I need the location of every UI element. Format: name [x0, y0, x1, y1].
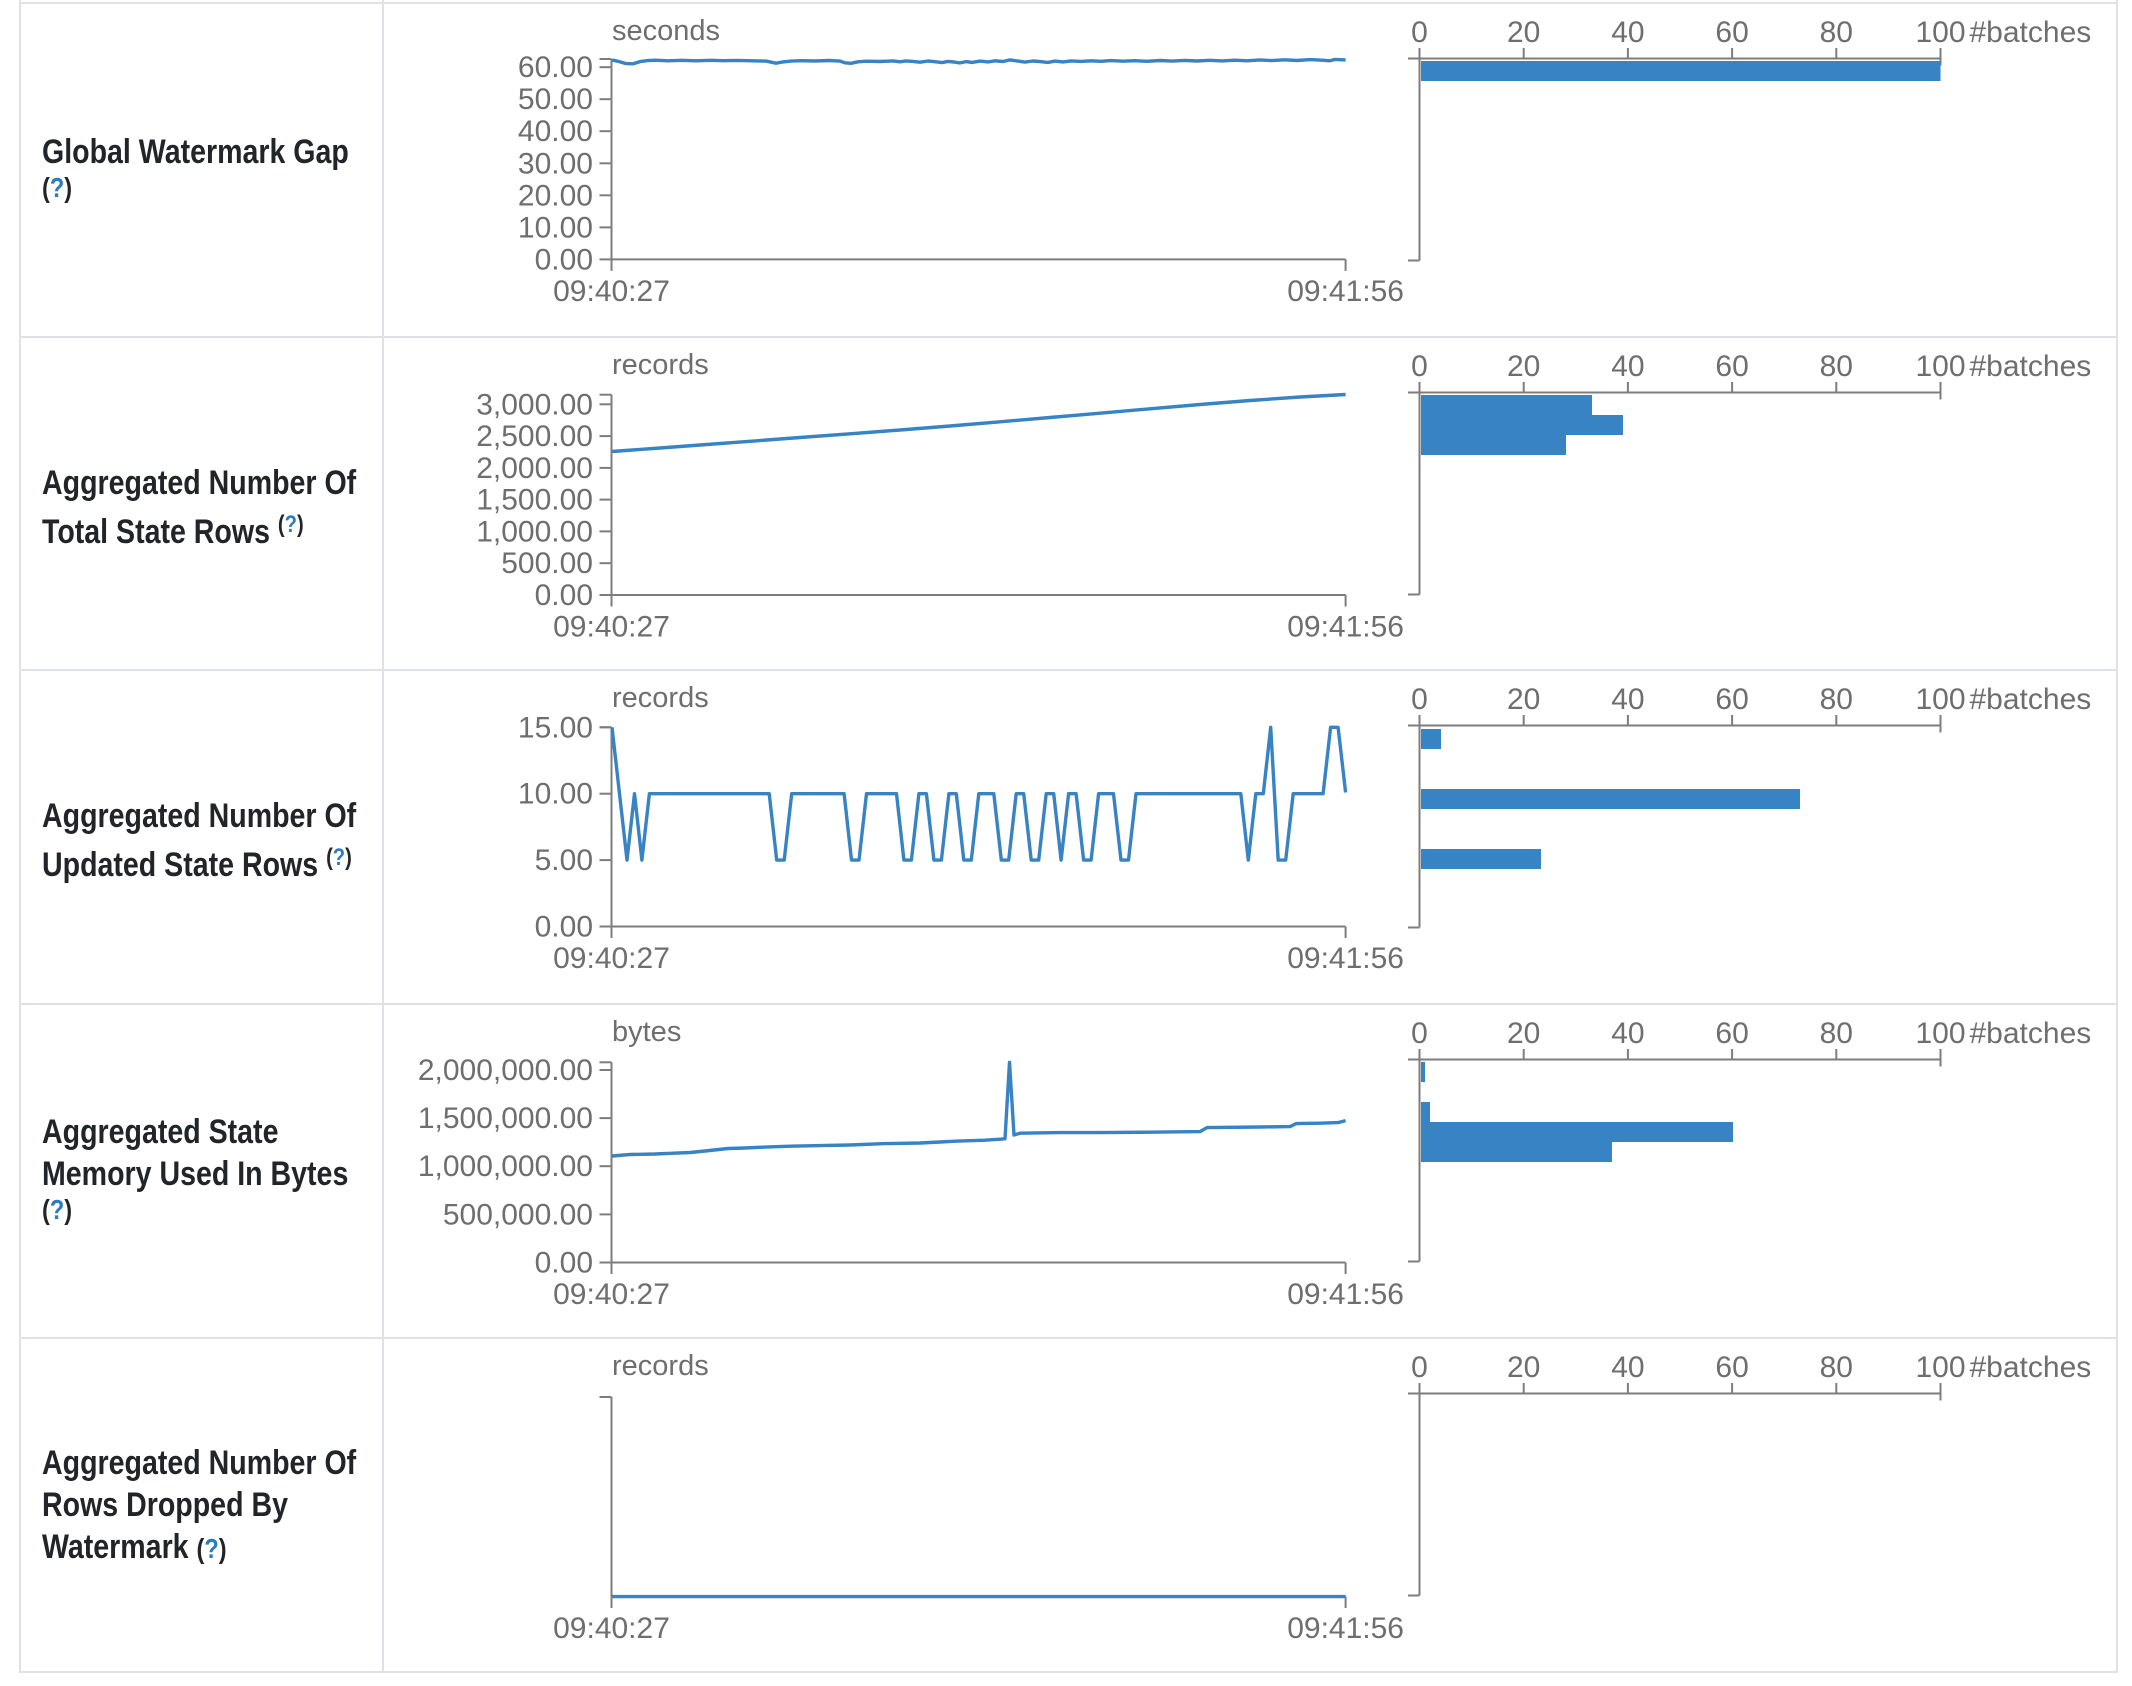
svg-text:40: 40	[1611, 16, 1644, 49]
svg-text:500.00: 500.00	[501, 547, 593, 580]
svg-text:20: 20	[1507, 1017, 1540, 1050]
svg-text:09:41:56: 09:41:56	[1287, 942, 1404, 975]
svg-text:80: 80	[1820, 683, 1853, 716]
svg-text:#batches: #batches	[1970, 683, 2092, 716]
svg-text:60: 60	[1715, 1351, 1748, 1384]
svg-text:#batches: #batches	[1970, 16, 2092, 49]
svg-text:#batches: #batches	[1970, 1017, 2092, 1050]
svg-text:40: 40	[1611, 1017, 1644, 1050]
svg-text:1,000.00: 1,000.00	[476, 515, 593, 548]
svg-text:100: 100	[1915, 1017, 1965, 1050]
svg-text:60: 60	[1715, 16, 1748, 49]
svg-text:0: 0	[1411, 16, 1428, 49]
svg-text:09:41:56: 09:41:56	[1287, 275, 1404, 308]
svg-text:80: 80	[1820, 350, 1853, 383]
svg-text:30.00: 30.00	[518, 147, 593, 180]
svg-text:40: 40	[1611, 1351, 1644, 1384]
svg-text:09:40:27: 09:40:27	[553, 942, 670, 975]
svg-text:60: 60	[1715, 683, 1748, 716]
svg-text:80: 80	[1820, 1351, 1853, 1384]
svg-text:records: records	[612, 349, 709, 381]
svg-text:20: 20	[1507, 683, 1540, 716]
svg-text:100: 100	[1915, 683, 1965, 716]
svg-text:10.00: 10.00	[518, 778, 593, 811]
svg-text:1,500.00: 1,500.00	[476, 484, 593, 517]
svg-text:20: 20	[1507, 16, 1540, 49]
svg-text:1,500,000.00: 1,500,000.00	[418, 1102, 593, 1135]
svg-text:5.00: 5.00	[535, 844, 593, 877]
svg-text:100: 100	[1915, 350, 1965, 383]
svg-text:60: 60	[1715, 350, 1748, 383]
svg-text:60: 60	[1715, 1017, 1748, 1050]
svg-text:09:41:56: 09:41:56	[1287, 1612, 1404, 1645]
svg-text:80: 80	[1820, 1017, 1853, 1050]
svg-text:0: 0	[1411, 1351, 1428, 1384]
svg-text:0: 0	[1411, 350, 1428, 383]
svg-text:09:40:27: 09:40:27	[553, 1278, 670, 1311]
svg-text:10.00: 10.00	[518, 211, 593, 244]
svg-text:bytes: bytes	[612, 1016, 681, 1048]
svg-text:20: 20	[1507, 350, 1540, 383]
svg-text:09:41:56: 09:41:56	[1287, 1278, 1404, 1311]
svg-text:2,000,000.00: 2,000,000.00	[418, 1054, 593, 1087]
svg-text:#batches: #batches	[1970, 1351, 2092, 1384]
svg-text:2,500.00: 2,500.00	[476, 420, 593, 453]
svg-text:20.00: 20.00	[518, 179, 593, 212]
svg-text:09:41:56: 09:41:56	[1287, 611, 1404, 644]
svg-text:500,000.00: 500,000.00	[443, 1198, 593, 1231]
svg-text:15.00: 15.00	[518, 711, 593, 744]
svg-text:100: 100	[1915, 16, 1965, 49]
svg-text:60.00: 60.00	[518, 51, 593, 84]
svg-text:09:40:27: 09:40:27	[553, 1612, 670, 1645]
svg-text:0: 0	[1411, 683, 1428, 716]
svg-text:100: 100	[1915, 1351, 1965, 1384]
svg-text:80: 80	[1820, 16, 1853, 49]
svg-text:0.00: 0.00	[535, 579, 593, 612]
svg-text:2,000.00: 2,000.00	[476, 452, 593, 485]
svg-text:20: 20	[1507, 1351, 1540, 1384]
svg-text:3,000.00: 3,000.00	[476, 388, 593, 421]
svg-text:09:40:27: 09:40:27	[553, 275, 670, 308]
svg-text:40.00: 40.00	[518, 115, 593, 148]
svg-text:records: records	[612, 1350, 709, 1382]
svg-text:0.00: 0.00	[535, 243, 593, 276]
svg-text:0.00: 0.00	[535, 1247, 593, 1280]
svg-text:1,000,000.00: 1,000,000.00	[418, 1150, 593, 1183]
svg-text:0: 0	[1411, 1017, 1428, 1050]
svg-text:40: 40	[1611, 350, 1644, 383]
svg-text:seconds: seconds	[612, 15, 720, 47]
svg-text:50.00: 50.00	[518, 83, 593, 116]
svg-text:09:40:27: 09:40:27	[553, 611, 670, 644]
svg-text:#batches: #batches	[1970, 350, 2092, 383]
svg-text:40: 40	[1611, 683, 1644, 716]
svg-text:0.00: 0.00	[535, 911, 593, 944]
svg-text:records: records	[612, 682, 709, 714]
